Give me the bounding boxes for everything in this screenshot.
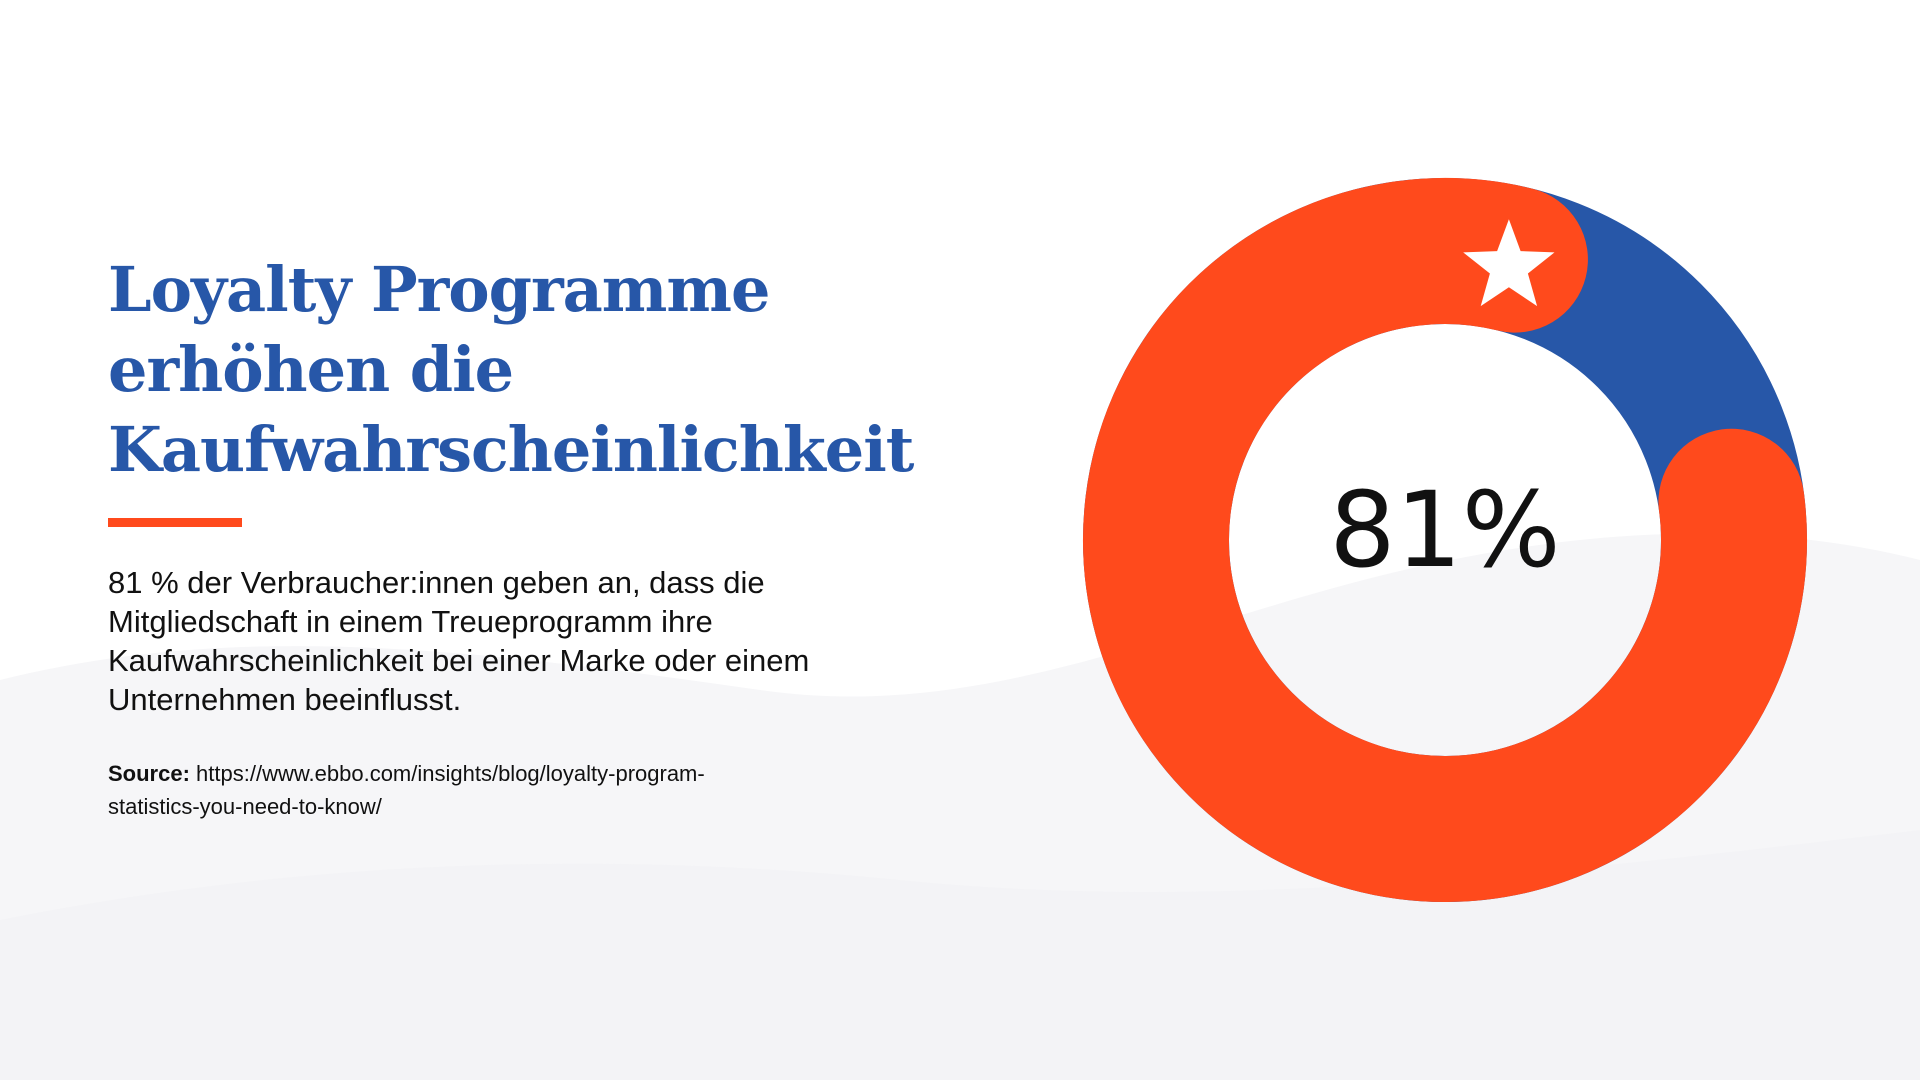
center-value-label: 81% (1329, 469, 1560, 591)
donut-segments (1083, 178, 1807, 902)
star-icon (1463, 219, 1555, 307)
source-label: Source: (108, 761, 190, 786)
donut-slice-main (1083, 178, 1807, 902)
title-line-1: Loyalty Programme (108, 253, 770, 326)
accent-divider (108, 518, 242, 527)
donut-marker (1463, 219, 1555, 307)
source-citation: Source: https://www.ebbo.com/insights/bl… (108, 757, 728, 823)
source-url: https://www.ebbo.com/insights/blog/loyal… (108, 761, 705, 819)
title-line-3: Kaufwahrscheinlichkeit (108, 413, 914, 486)
title-line-2: erhöhen die (108, 333, 514, 406)
body-text: 81 % der Verbraucher:innen geben an, das… (108, 565, 810, 717)
donut-chart: 81% (1083, 178, 1807, 902)
text-column: Loyalty Programme erhöhen die Kaufwahrsc… (108, 250, 928, 823)
page-title: Loyalty Programme erhöhen die Kaufwahrsc… (108, 250, 928, 490)
